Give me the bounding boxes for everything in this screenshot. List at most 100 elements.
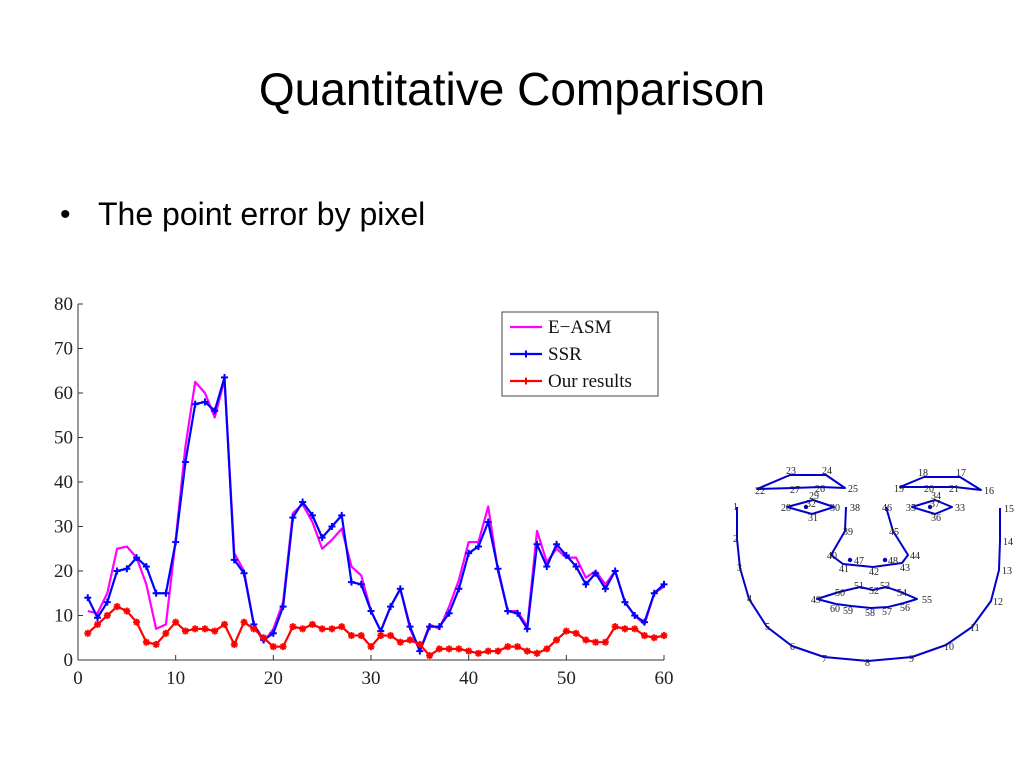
data-point-marker bbox=[133, 618, 141, 626]
data-point-marker bbox=[338, 511, 346, 519]
data-point-marker bbox=[172, 538, 180, 546]
data-point-marker bbox=[416, 647, 424, 655]
landmark-label: 7 bbox=[822, 654, 827, 665]
data-point-marker bbox=[562, 627, 570, 635]
landmark-label: 19 bbox=[894, 484, 904, 495]
data-point-marker bbox=[640, 618, 648, 626]
data-point-marker bbox=[211, 407, 219, 415]
landmark-label: 47 bbox=[854, 556, 864, 567]
landmark-label: 57 bbox=[882, 607, 892, 618]
y-tick-label: 70 bbox=[54, 339, 73, 360]
data-point-marker bbox=[553, 540, 561, 548]
data-point-marker bbox=[543, 563, 551, 571]
data-point-marker bbox=[494, 565, 502, 573]
data-point-marker bbox=[494, 647, 502, 655]
x-tick-label: 40 bbox=[459, 668, 478, 689]
landmark-label: 25 bbox=[848, 484, 858, 495]
right-pupil-dot bbox=[803, 504, 809, 510]
data-point-marker bbox=[514, 609, 521, 617]
legend-label: E−ASM bbox=[548, 317, 612, 338]
landmark-label: 35 bbox=[906, 503, 916, 514]
bullet-dot-icon: • bbox=[60, 197, 71, 231]
data-point-marker bbox=[435, 645, 443, 653]
y-tick-label: 10 bbox=[54, 606, 73, 627]
data-point-marker bbox=[201, 398, 209, 406]
data-point-marker bbox=[152, 589, 160, 597]
data-point-marker bbox=[572, 629, 580, 637]
data-point-marker bbox=[299, 498, 307, 506]
data-point-marker bbox=[367, 607, 375, 615]
data-point-marker bbox=[396, 585, 404, 593]
right-eye-outline bbox=[786, 499, 835, 515]
data-point-marker bbox=[84, 594, 92, 602]
landmark-label: 11 bbox=[970, 623, 980, 634]
data-point-marker bbox=[465, 549, 473, 557]
data-point-marker bbox=[396, 638, 404, 646]
landmark-label: 18 bbox=[918, 468, 928, 479]
data-point-marker bbox=[347, 632, 355, 640]
face-jaw-contour bbox=[736, 507, 1001, 662]
landmark-label: 17 bbox=[956, 468, 966, 479]
data-point-marker bbox=[592, 569, 600, 577]
data-point-marker bbox=[123, 565, 131, 573]
x-tick-label: 20 bbox=[264, 668, 283, 689]
landmark-label: 5 bbox=[765, 622, 770, 633]
y-tick-label: 80 bbox=[54, 294, 73, 315]
data-point-marker bbox=[455, 585, 463, 593]
data-point-marker bbox=[123, 607, 131, 615]
data-point-marker bbox=[660, 580, 668, 588]
data-point-marker bbox=[357, 632, 365, 640]
data-point-marker bbox=[299, 625, 307, 633]
landmark-label: 60 bbox=[830, 604, 840, 615]
y-tick-label: 20 bbox=[54, 561, 73, 582]
left-pupil-dot bbox=[927, 504, 933, 510]
data-point-marker bbox=[455, 645, 463, 653]
data-point-marker bbox=[553, 636, 561, 644]
landmark-label: 54 bbox=[897, 588, 907, 599]
data-point-marker bbox=[221, 620, 228, 628]
data-point-marker bbox=[142, 563, 150, 571]
data-point-marker bbox=[279, 643, 287, 651]
data-point-marker bbox=[318, 625, 326, 633]
data-point-marker bbox=[357, 580, 365, 588]
data-point-marker bbox=[523, 625, 531, 633]
landmark-label: 48 bbox=[888, 556, 898, 567]
data-point-marker bbox=[406, 623, 414, 631]
landmark-label: 51 bbox=[854, 581, 864, 592]
data-point-marker bbox=[465, 647, 473, 655]
landmark-label: 6 bbox=[790, 642, 795, 653]
data-point-marker bbox=[221, 373, 228, 381]
legend-label: Our results bbox=[548, 371, 632, 392]
nostril-left-dot bbox=[847, 557, 853, 563]
nose-outline bbox=[830, 506, 909, 568]
landmark-label: 31 bbox=[808, 513, 818, 524]
landmark-label: 28 bbox=[781, 503, 791, 514]
landmark-label: 37 bbox=[930, 499, 940, 510]
data-point-marker bbox=[94, 614, 102, 622]
data-point-marker bbox=[113, 567, 121, 575]
data-point-marker bbox=[113, 603, 121, 611]
data-point-marker bbox=[582, 580, 590, 588]
landmark-label: 43 bbox=[900, 563, 910, 574]
legend-label: SSR bbox=[548, 344, 582, 365]
bullet-item: • The point error by pixel bbox=[60, 196, 425, 233]
data-point-marker bbox=[250, 625, 258, 633]
data-point-marker bbox=[172, 618, 180, 626]
landmark-label: 26 bbox=[815, 484, 825, 495]
mouth-outline bbox=[816, 586, 918, 609]
data-point-marker bbox=[162, 629, 170, 637]
data-point-marker bbox=[387, 632, 395, 640]
data-point-marker bbox=[347, 578, 355, 586]
data-point-marker bbox=[543, 645, 551, 653]
data-point-marker bbox=[504, 607, 512, 615]
landmark-label: 38 bbox=[850, 503, 860, 514]
data-point-marker bbox=[328, 523, 336, 530]
landmark-label: 3 bbox=[737, 563, 742, 574]
y-tick-label: 30 bbox=[54, 517, 73, 538]
data-point-marker bbox=[377, 632, 385, 640]
data-point-marker bbox=[650, 634, 658, 642]
x-tick-label: 50 bbox=[557, 668, 576, 689]
data-point-marker bbox=[523, 647, 531, 655]
